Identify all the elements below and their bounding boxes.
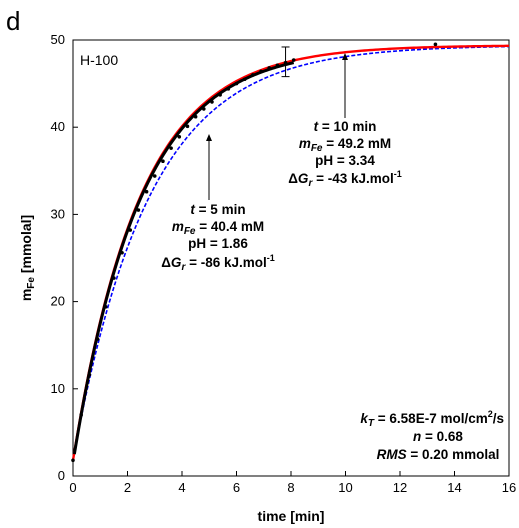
data-point — [87, 373, 92, 377]
series-group — [71, 42, 510, 463]
annotation-m-5min: mFe = 40.4 mM — [172, 219, 264, 237]
annotation-arrowhead-5min — [206, 134, 212, 141]
annotation-ph-10min: pH = 3.34 — [315, 153, 375, 168]
data-point — [226, 87, 231, 91]
x-tick-label: 0 — [69, 480, 76, 495]
data-point — [71, 458, 75, 463]
fit-parameters: kT = 6.58E-7 mol/cm2/s n = 0.68 RMS = 0.… — [360, 409, 504, 462]
annotation-t-10min: t = 10 min — [314, 119, 377, 134]
data-point — [202, 107, 206, 111]
series-line-blue — [72, 45, 510, 461]
annotation-dg-5min: ΔGr = -86 kJ.mol-1 — [161, 253, 275, 273]
data-point — [79, 413, 83, 417]
data-point — [112, 276, 116, 280]
y-tick-label: 50 — [51, 32, 65, 47]
data-point — [136, 208, 141, 212]
y-axis: 0 10 20 30 40 50 — [51, 32, 78, 483]
x-tick-label: 10 — [338, 480, 352, 495]
annotations: t = 10 min mFe = 49.2 mM pH = 3.34 ΔGr =… — [161, 53, 402, 273]
x-axis: 0 2 4 6 8 10 12 14 16 — [69, 471, 516, 495]
x-tick-label: 16 — [502, 480, 516, 495]
annotation-m-10min: mFe = 49.2 mM — [299, 136, 391, 154]
data-point — [433, 42, 438, 47]
fit-kt: kT = 6.58E-7 mol/cm2/s — [360, 409, 504, 429]
x-tick-label: 4 — [178, 480, 185, 495]
data-point — [95, 337, 100, 341]
y-tick-label: 0 — [58, 468, 65, 483]
data-point — [267, 66, 272, 70]
data-point — [185, 124, 190, 129]
data-point — [152, 174, 157, 178]
data-point — [218, 93, 222, 97]
annotation-arrowhead-10min — [342, 53, 348, 60]
x-axis-label: time [min] — [258, 508, 325, 524]
series-line-black — [72, 61, 295, 455]
x-tick-label: 8 — [287, 480, 294, 495]
data-point — [259, 69, 263, 74]
data-point — [144, 189, 149, 194]
data-point — [275, 63, 280, 68]
y-tick-label: 40 — [51, 119, 65, 134]
panel-letter: d — [6, 6, 20, 36]
fit-rms: RMS = 0.20 mmolal — [377, 447, 500, 462]
data-point — [120, 250, 124, 255]
x-tick-label: 2 — [124, 480, 131, 495]
annotation-t-5min: t = 5 min — [190, 202, 245, 217]
x-tick-label: 14 — [447, 480, 461, 495]
x-tick-label: 6 — [233, 480, 240, 495]
data-point — [291, 58, 296, 62]
data-point — [193, 114, 198, 119]
data-point — [177, 134, 182, 139]
data-point — [161, 159, 165, 164]
data-point — [242, 77, 247, 82]
sample-label: H-100 — [80, 52, 118, 68]
data-point — [234, 81, 239, 86]
data-point — [128, 228, 133, 232]
x-tick-label: 12 — [393, 480, 407, 495]
y-tick-label: 30 — [51, 206, 65, 221]
y-tick-label: 20 — [51, 294, 65, 309]
fit-n: n = 0.68 — [413, 429, 463, 444]
data-point — [251, 73, 255, 77]
annotation-ph-5min: pH = 1.86 — [188, 236, 248, 251]
series-line-red — [71, 44, 510, 461]
y-axis-label: mFe [mmolal] — [18, 215, 37, 301]
data-point — [103, 305, 108, 309]
data-point — [169, 146, 173, 150]
data-point — [210, 100, 214, 104]
y-tick-label: 10 — [51, 381, 65, 396]
annotation-dg-10min: ΔGr = -43 kJ.mol-1 — [288, 169, 402, 189]
